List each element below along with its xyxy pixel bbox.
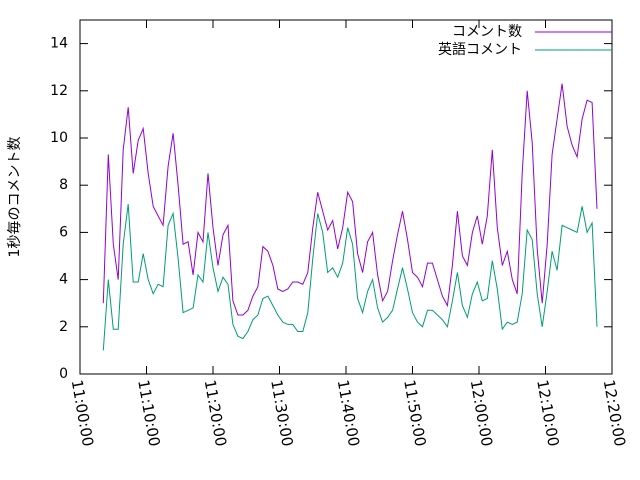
y-tick-label: 6 [59, 224, 68, 240]
x-tick-label: 11:40:00 [334, 378, 363, 447]
x-tick-label: 11:20:00 [201, 378, 230, 447]
x-tick-label: 12:00:00 [467, 378, 496, 447]
plot-border [79, 19, 613, 375]
y-tick-label: 12 [50, 83, 68, 99]
y-tick-label: 0 [59, 366, 68, 382]
x-tick-label: 11:00:00 [68, 378, 97, 447]
legend-label: 英語コメント [438, 41, 522, 58]
x-tick-label: 11:10:00 [134, 378, 163, 447]
y-tick-label: 14 [50, 36, 68, 52]
series-line [102, 83, 598, 316]
x-tick-label: 11:50:00 [400, 378, 429, 447]
series-line [102, 204, 598, 351]
x-tick-label: 11:30:00 [267, 378, 296, 447]
y-axis-label: 1秒毎のコメント数 [7, 137, 23, 258]
legend-label: コメント数 [452, 24, 522, 40]
x-tick-label: 12:10:00 [533, 378, 562, 447]
x-tick-label: 12:20:00 [600, 378, 629, 447]
y-tick-label: 10 [50, 130, 68, 146]
y-tick-label: 4 [59, 272, 68, 288]
y-tick-label: 8 [59, 177, 68, 193]
y-tick-label: 2 [59, 319, 68, 335]
